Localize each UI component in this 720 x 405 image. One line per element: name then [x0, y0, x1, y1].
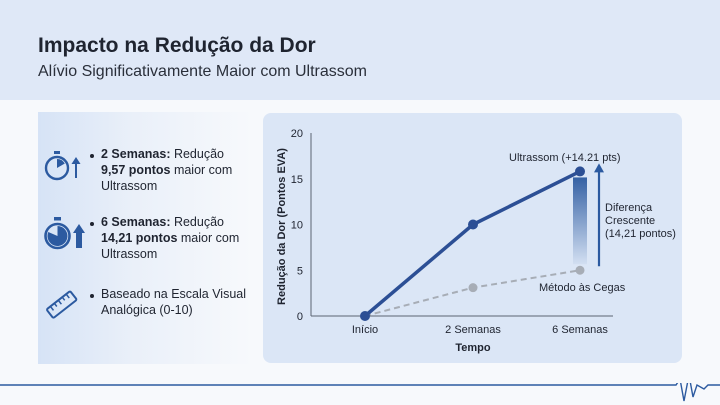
header-band: Impacto na Redução da Dor Alívio Signifi…	[0, 0, 720, 100]
y-axis-title: Redução da Dor (Pontos EVA)	[276, 148, 288, 305]
finding-6-weeks-text: 6 Semanas: Redução 14,21 pontos maior co…	[101, 214, 251, 262]
page-title: Impacto na Redução da Dor	[38, 34, 316, 57]
data-point-ultrassom	[360, 311, 370, 321]
x-tick-label: Início	[352, 324, 378, 336]
x-axis-title: Tempo	[455, 342, 491, 354]
data-point-ultrassom	[575, 166, 585, 177]
y-tick-label: 10	[291, 220, 303, 232]
bullet-dot	[90, 222, 94, 226]
data-point-metodo-as-cegas	[468, 283, 478, 293]
finding-scale: Baseado na Escala Visual Analógica (0-10…	[38, 287, 252, 336]
finding-period: 2 Semanas:	[101, 147, 171, 161]
finding-text: maior com Ultrassom	[101, 231, 240, 261]
x-tick-label: 6 Semanas	[552, 324, 608, 336]
annotation-difference-line3: (14,21 pontos)	[605, 228, 676, 240]
finding-period: 6 Semanas:	[101, 215, 171, 229]
key-findings-panel: 2 Semanas: Redução 9,57 pontos maior com…	[38, 112, 252, 364]
stopwatch-bold-arrow-up-icon	[44, 216, 88, 257]
finding-2-weeks-text: 2 Semanas: Redução 9,57 pontos maior com…	[101, 146, 251, 194]
x-tick-label: 2 Semanas	[445, 324, 501, 336]
finding-scale-text: Baseado na Escala Visual Analógica (0-10…	[101, 287, 247, 317]
finding-text: maior com Ultrassom	[101, 163, 233, 193]
annotation-difference-line1: Diferença	[605, 202, 653, 214]
finding-2-weeks: 2 Semanas: Redução 9,57 pontos maior com…	[38, 146, 252, 208]
finding-6-weeks: 6 Semanas: Redução 14,21 pontos maior co…	[38, 214, 252, 276]
annotation-ultrassom-label: Ultrassom (+14.21 pts)	[509, 152, 621, 164]
pain-reduction-line-chart: 0 5 10 15 20 Início 2 Semanas 6 Semanas Tempo Red…	[276, 128, 676, 354]
series-line-ultrassom	[363, 169, 581, 318]
bullet-dot	[90, 154, 94, 158]
bullet-dot	[90, 294, 94, 298]
page-subtitle: Alívio Significativamente Maior com Ultr…	[38, 63, 367, 80]
heartbeat-footer-line	[0, 383, 720, 402]
data-point-metodo-as-cegas	[575, 265, 585, 275]
stopwatch-arrow-up-icon	[44, 150, 84, 187]
annotation-difference-line2: Crescente	[605, 215, 655, 227]
finding-text: Redução	[170, 147, 224, 161]
y-tick-label: 20	[291, 128, 303, 140]
data-point-ultrassom	[468, 219, 478, 230]
y-tick-label: 5	[297, 265, 303, 277]
y-tick-label: 0	[297, 311, 303, 323]
finding-value: 14,21 pontos	[101, 231, 178, 245]
difference-arrow-head	[594, 163, 604, 173]
finding-text: Redução	[170, 215, 224, 229]
finding-value: 9,57 pontos	[101, 163, 171, 177]
difference-band	[573, 177, 587, 265]
ruler-icon	[44, 288, 80, 327]
annotation-metodo-as-cegas-label: Método às Cegas	[539, 282, 626, 294]
y-tick-label: 15	[291, 174, 303, 186]
chart-card: 0 5 10 15 20 Início 2 Semanas 6 Semanas Tempo Red…	[263, 113, 682, 363]
